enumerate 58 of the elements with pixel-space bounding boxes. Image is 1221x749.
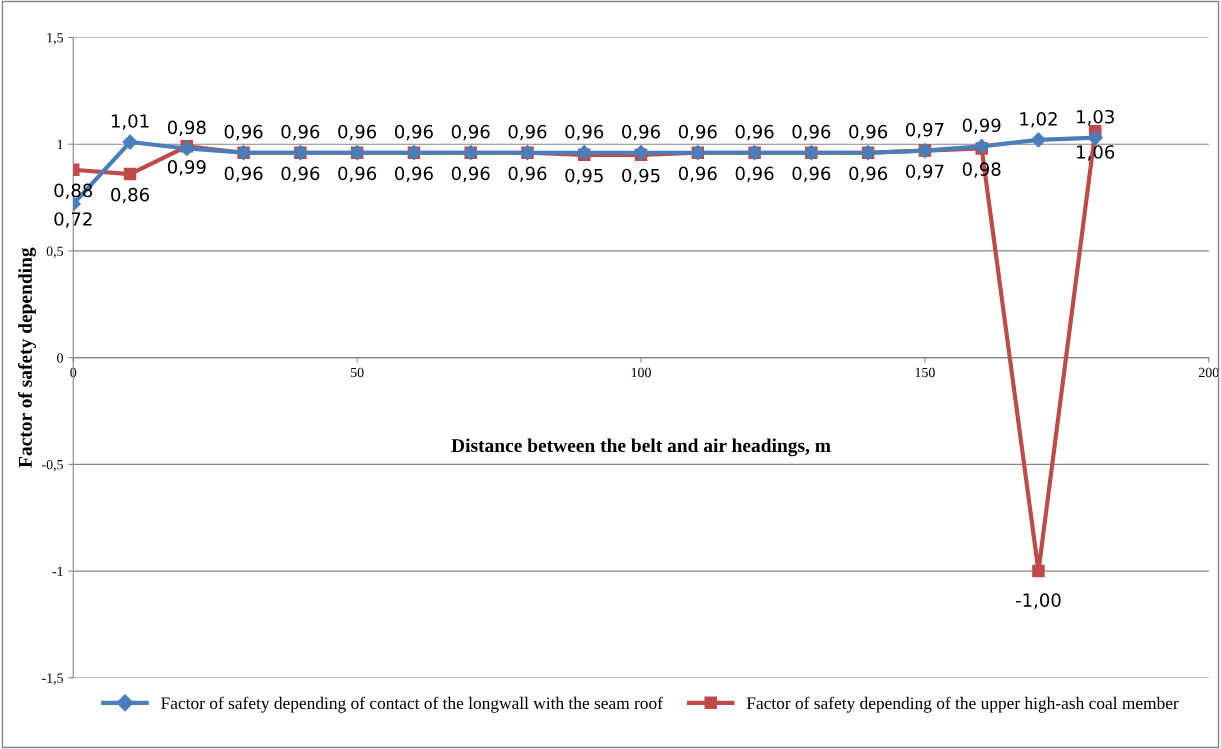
data-label: 0,97 — [906, 122, 944, 139]
point — [974, 138, 990, 154]
data-label: 0,98 — [167, 120, 206, 137]
y-tick-label: 1 — [57, 139, 63, 149]
data-label: 0,96 — [224, 124, 263, 141]
y-tick-label: 0 — [57, 353, 64, 363]
data-label: 0,96 — [281, 166, 320, 183]
data-label: 0,95 — [622, 168, 660, 185]
x-axis-title: Distance between the belt and air headings, m — [451, 438, 831, 457]
x-tick-label: 150 — [915, 367, 935, 378]
data-label: 0,96 — [395, 124, 433, 141]
data-label: 0,96 — [792, 124, 831, 141]
data-label: 0,96 — [678, 166, 717, 183]
data-label: 0,96 — [849, 124, 888, 141]
point — [122, 134, 138, 150]
data-label: 0,96 — [281, 124, 320, 141]
x-tick-label: 0 — [70, 367, 77, 378]
y-tick-label: -0,5 — [42, 459, 63, 472]
data-label: 1,01 — [111, 114, 149, 130]
data-label: 0,96 — [735, 166, 774, 183]
data-label: -1,00 — [1015, 593, 1061, 609]
point — [1030, 132, 1047, 148]
point — [1032, 564, 1045, 578]
legend-label: Factor of safety depending of contact of the longwall with the seam roof — [161, 696, 663, 713]
data-label: 0,72 — [54, 212, 92, 228]
data-label: 0,96 — [565, 124, 604, 141]
data-label: 0,96 — [622, 124, 660, 141]
data-label: 0,96 — [678, 124, 717, 141]
y-tick-label: 0,5 — [46, 246, 63, 258]
point — [179, 140, 195, 157]
x-tick-label: 200 — [1198, 367, 1219, 378]
data-label: 0,96 — [451, 124, 490, 141]
y-tick-label: -1,5 — [42, 673, 63, 685]
point — [123, 167, 137, 181]
data-label: 0,96 — [395, 166, 433, 183]
data-label: 0,96 — [224, 166, 263, 183]
data-label: 0,96 — [735, 124, 774, 141]
y-tick-label: 1,5 — [47, 33, 63, 45]
x-tick-label: 50 — [351, 367, 364, 378]
data-label: 1,03 — [1077, 109, 1114, 126]
data-label: 0,99 — [167, 160, 206, 176]
data-label: 0,96 — [338, 124, 377, 141]
data-label: 0,97 — [906, 164, 944, 180]
data-label: 0,95 — [565, 168, 603, 185]
x-tick-label: 100 — [631, 367, 651, 378]
y-tick-label: -1 — [52, 566, 63, 576]
data-label: 1,02 — [1020, 112, 1057, 128]
data-label: 0,99 — [962, 118, 1001, 134]
point — [1087, 130, 1103, 146]
data-label: 0,96 — [338, 166, 377, 183]
data-label: 0,96 — [451, 166, 490, 183]
y-axis-title: Factor of safety depending — [18, 247, 36, 468]
data-label: 0,96 — [849, 166, 888, 183]
legend-label: Factor of safety depending of the upper high-ash coal member — [746, 696, 1179, 713]
data-label: 0,86 — [111, 187, 149, 204]
data-label: 0,96 — [508, 166, 547, 183]
data-label: 0,96 — [508, 124, 547, 141]
data-label: 0,96 — [792, 166, 831, 183]
